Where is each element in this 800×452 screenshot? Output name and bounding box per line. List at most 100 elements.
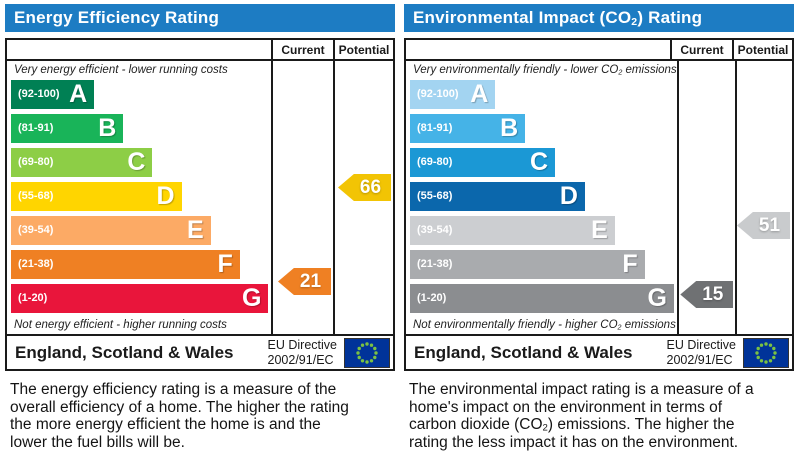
energy-bands: (92-100) A (81-91) B (69 [7, 77, 271, 315]
band-f: (21-38) F [11, 249, 240, 279]
band-range: (21-38) [417, 258, 453, 270]
band-c: (69-80) C [410, 147, 556, 177]
table-footer: England, Scotland & Wales EU Directive 2… [404, 336, 794, 371]
band-letter: B [98, 113, 117, 142]
eu-directive-line1: EU Directive [666, 337, 736, 352]
panel-title-environmental: Environmental Impact (CO2) Rating [404, 4, 794, 32]
top-note: Very environmentally friendly - lower CO… [413, 64, 677, 77]
current-rating-value: 21 [299, 270, 322, 292]
band-range: (92-100) [417, 88, 459, 100]
co2-description: The environmental impact rating is a mea… [409, 381, 754, 451]
panel-title-text: Environmental Impact (CO [413, 8, 632, 27]
eu-flag-icon [344, 337, 390, 368]
table-footer: England, Scotland & Wales EU Directive 2… [5, 336, 395, 371]
header-spacer [7, 40, 271, 59]
potential-column: 66 [333, 61, 393, 334]
potential-rating-value: 51 [758, 214, 781, 236]
co2-band-area: Very environmentally friendly - lower CO… [406, 61, 677, 334]
energy-band-area: Very energy efficient - lower running co… [7, 61, 271, 334]
band-e: (39-54) E [11, 215, 211, 245]
top-note: Very energy efficient - lower running co… [14, 64, 228, 76]
band-range: (69-80) [417, 156, 453, 168]
band-letter: E [591, 215, 608, 244]
column-header-potential: Potential [732, 40, 792, 59]
band-range: (39-54) [417, 224, 453, 236]
band-d: (55-68) D [410, 181, 585, 211]
band-range: (81-91) [417, 122, 453, 134]
band-row-c: (69-80) C [11, 145, 271, 179]
current-rating-value: 15 [702, 283, 724, 305]
band-row-f: (21-38) F [410, 247, 677, 281]
band-f: (21-38) F [410, 249, 645, 279]
band-row-d: (55-68) D [11, 179, 271, 213]
potential-rating-value: 66 [359, 176, 382, 198]
table-header-row: Current Potential [7, 40, 393, 61]
band-a: (92-100) A [410, 79, 496, 109]
band-letter: F [622, 249, 638, 278]
band-row-c: (69-80) C [410, 145, 677, 179]
bottom-note: Not energy efficient - higher running co… [14, 319, 227, 331]
band-range: (69-80) [18, 156, 54, 168]
energy-rating-table: Current Potential Very energy efficient … [5, 38, 395, 336]
band-b: (81-91) B [11, 113, 124, 143]
table-body: Very environmentally friendly - lower CO… [406, 61, 792, 334]
band-row-g: (1-20) G [410, 281, 677, 315]
band-range: (39-54) [18, 224, 54, 236]
band-b: (81-91) B [410, 113, 526, 143]
band-letter: A [69, 79, 88, 108]
band-c: (69-80) C [11, 147, 153, 177]
header-spacer [406, 40, 670, 59]
panel-title-energy: Energy Efficiency Rating [5, 4, 395, 32]
band-e: (39-54) E [410, 215, 615, 245]
band-row-b: (81-91) B [11, 111, 271, 145]
band-row-e: (39-54) E [410, 213, 677, 247]
band-letter: B [500, 113, 519, 142]
current-column: 21 [271, 61, 333, 334]
band-range: (92-100) [18, 88, 60, 100]
band-letter: E [186, 215, 204, 244]
column-header-current: Current [670, 40, 732, 59]
band-row-f: (21-38) F [11, 247, 271, 281]
band-range: (81-91) [18, 122, 54, 134]
band-letter: D [156, 181, 175, 210]
potential-rating-arrow: 51 [737, 212, 790, 239]
band-a: (92-100) A [11, 79, 95, 109]
band-letter: F [217, 249, 233, 278]
band-letter: G [241, 283, 262, 312]
band-row-e: (39-54) E [11, 213, 271, 247]
band-range: (21-38) [18, 258, 54, 270]
current-rating-arrow: 21 [278, 268, 331, 295]
eu-directive-label: EU Directive 2002/91/EC [667, 338, 736, 368]
current-column: 15 [676, 61, 736, 334]
current-rating-arrow: 15 [680, 281, 734, 308]
eu-directive-line2: 2002/91/EC [267, 352, 334, 367]
band-range: (55-68) [18, 190, 54, 202]
band-range: (55-68) [417, 190, 453, 202]
band-row-a: (92-100) A [11, 77, 271, 111]
eu-directive-line1: EU Directive [267, 337, 337, 352]
energy-description: The energy efficiency rating is a measur… [10, 381, 349, 451]
table-body: Very energy efficient - lower running co… [7, 61, 393, 334]
table-header-row: Current Potential [406, 40, 792, 61]
band-letter: A [470, 79, 489, 108]
bottom-note: Not environmentally friendly - higher CO… [413, 319, 676, 332]
eu-directive-label: EU Directive 2002/91/EC [268, 338, 337, 368]
region-label: England, Scotland & Wales [15, 342, 234, 362]
co2-subscript: 2 [631, 15, 638, 28]
co2-rating-table: Current Potential Very environmentally f… [404, 38, 794, 336]
energy-efficiency-panel: Energy Efficiency Rating Current Potenti… [5, 4, 395, 452]
region-label: England, Scotland & Wales [414, 342, 633, 362]
band-letter: C [530, 147, 549, 176]
co2-bands: (92-100) A (81-91) B (69 [406, 77, 677, 315]
band-g: (1-20) G [11, 283, 269, 313]
band-d: (55-68) D [11, 181, 182, 211]
band-g: (1-20) G [410, 283, 674, 313]
band-row-d: (55-68) D [410, 179, 677, 213]
band-letter: D [559, 181, 578, 210]
band-row-g: (1-20) G [11, 281, 271, 315]
band-row-b: (81-91) B [410, 111, 677, 145]
column-header-current: Current [271, 40, 333, 59]
band-row-a: (92-100) A [410, 77, 677, 111]
potential-rating-arrow: 66 [338, 174, 391, 201]
band-range: (1-20) [18, 292, 48, 304]
